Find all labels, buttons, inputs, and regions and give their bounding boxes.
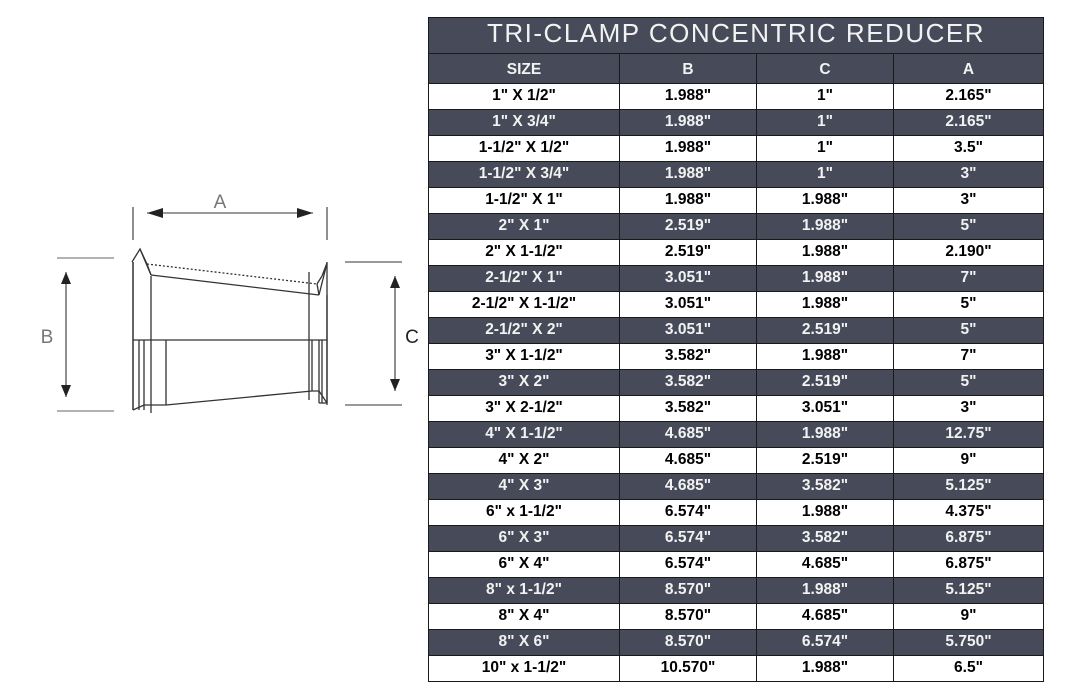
svg-text:A: A: [214, 192, 227, 213]
svg-text:B: B: [41, 327, 54, 348]
svg-text:C: C: [405, 327, 419, 348]
